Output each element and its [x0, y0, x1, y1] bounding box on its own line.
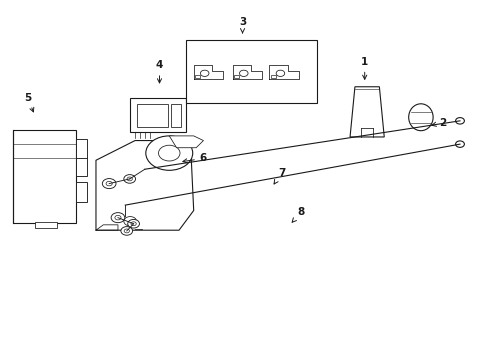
Bar — [35, 222, 57, 228]
Circle shape — [106, 181, 112, 186]
Bar — [270, 75, 275, 78]
Circle shape — [240, 70, 248, 76]
Circle shape — [146, 136, 193, 170]
Circle shape — [456, 141, 465, 147]
Bar — [195, 75, 200, 78]
Bar — [76, 157, 87, 176]
Polygon shape — [350, 87, 384, 137]
Text: 1: 1 — [361, 57, 368, 79]
Text: 6: 6 — [183, 153, 207, 163]
Text: 2: 2 — [432, 118, 446, 128]
Text: 4: 4 — [156, 60, 163, 83]
Text: 5: 5 — [24, 93, 34, 112]
Circle shape — [159, 145, 180, 161]
Circle shape — [276, 70, 285, 76]
Bar — [13, 130, 76, 223]
Bar — [137, 104, 168, 127]
Circle shape — [128, 220, 140, 228]
Text: 7: 7 — [274, 168, 285, 184]
Bar — [76, 182, 87, 202]
Circle shape — [121, 226, 133, 235]
Bar — [76, 139, 87, 158]
Circle shape — [124, 175, 136, 183]
Bar — [186, 40, 318, 103]
Ellipse shape — [409, 104, 433, 131]
Bar — [234, 75, 239, 78]
Polygon shape — [96, 140, 194, 230]
Polygon shape — [169, 136, 203, 148]
Circle shape — [102, 179, 116, 189]
Text: 3: 3 — [239, 17, 246, 33]
Text: 8: 8 — [292, 207, 305, 222]
Circle shape — [124, 229, 129, 233]
Bar — [130, 98, 186, 132]
Bar — [171, 104, 181, 127]
Circle shape — [127, 177, 132, 181]
Circle shape — [115, 215, 121, 220]
Circle shape — [200, 70, 209, 76]
Circle shape — [131, 222, 136, 226]
Circle shape — [111, 213, 125, 223]
Circle shape — [456, 118, 465, 124]
Circle shape — [124, 217, 137, 226]
